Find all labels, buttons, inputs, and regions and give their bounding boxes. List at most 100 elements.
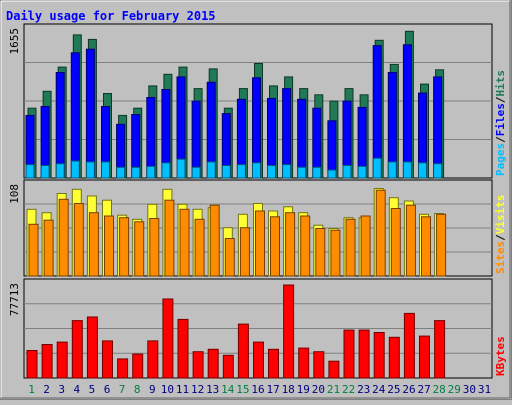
bar-files-day-3 [55, 72, 65, 179]
bar-kbytes-day-26 [403, 312, 415, 379]
panel-max-label: 108 [8, 184, 21, 204]
bar-pages-day-2 [40, 165, 50, 179]
bar-sites-day-1 [28, 223, 39, 277]
bar-pages-day-15 [236, 164, 246, 179]
x-tick-label: 19 [297, 383, 310, 396]
bar-sites-day-11 [179, 208, 190, 277]
bar-pages-day-9 [146, 165, 156, 179]
bar-files-day-12 [191, 100, 201, 179]
x-tick-label: 10 [161, 383, 174, 396]
x-tick-label: 3 [58, 383, 65, 396]
bar-kbytes-day-1 [26, 350, 38, 379]
bar-files-day-21 [327, 120, 337, 179]
bar-pages-day-7 [116, 166, 126, 179]
x-tick-label: 4 [73, 383, 80, 396]
bar-sites-day-3 [58, 198, 69, 277]
bar-sites-day-17 [270, 216, 280, 277]
bar-kbytes-day-9 [147, 340, 159, 379]
legend-entry: Pages [494, 143, 507, 176]
x-tick-label: 29 [448, 383, 461, 396]
chart-title: Daily usage for February 2015 [6, 9, 216, 23]
legend-entry: Files [494, 103, 507, 136]
bar-sites-day-27 [421, 216, 431, 277]
bar-kbytes-day-12 [192, 351, 204, 379]
bar-kbytes-day-19 [298, 347, 310, 379]
bar-sites-day-13 [209, 204, 220, 277]
bar-pages-day-16 [252, 162, 261, 179]
bar-pages-day-1 [25, 164, 35, 179]
x-tick-label: 24 [372, 383, 386, 396]
bar-pages-day-14 [221, 165, 231, 179]
bar-kbytes-day-28 [434, 320, 446, 379]
x-tick-label: 26 [402, 383, 415, 396]
bar-files-day-26 [402, 44, 412, 179]
bar-sites-day-16 [255, 210, 265, 277]
legend-entry: Sites [494, 241, 507, 274]
x-tick-label: 6 [104, 383, 111, 396]
x-tick-label: 11 [176, 383, 189, 396]
bar-pages-day-19 [297, 166, 307, 179]
bar-pages-day-6 [101, 161, 110, 179]
panels-group: 1655Pages/Files/Hits108Sites/Visits77713… [8, 23, 507, 379]
bar-pages-day-17 [267, 165, 276, 179]
bar-sites-day-7 [119, 217, 130, 277]
bar-kbytes-day-2 [41, 344, 53, 379]
bar-sites-day-10 [164, 199, 175, 277]
bar-sites-day-15 [239, 227, 250, 277]
x-tick-label: 2 [43, 383, 50, 396]
legend-entry: Hits [494, 70, 507, 97]
x-tick-label: 22 [342, 383, 355, 396]
x-tick-label: 30 [463, 383, 476, 396]
bar-sites-day-9 [149, 218, 160, 277]
x-tick-label: 17 [266, 383, 279, 396]
bar-kbytes-day-10 [162, 298, 174, 379]
x-tick-label: 25 [387, 383, 400, 396]
bar-kbytes-day-11 [177, 318, 189, 379]
bar-pages-day-3 [55, 163, 65, 179]
legend-entry: / [494, 234, 507, 241]
x-tick-label: 28 [433, 383, 446, 396]
bar-pages-day-22 [342, 165, 352, 179]
bar-files-day-4 [70, 52, 80, 179]
bar-sites-day-23 [360, 215, 371, 277]
bar-sites-day-26 [405, 204, 416, 277]
bar-sites-day-18 [285, 212, 296, 277]
bar-sites-day-25 [390, 208, 401, 277]
bar-sites-day-19 [300, 215, 311, 277]
bars-visits [26, 188, 447, 277]
bar-kbytes-day-3 [56, 341, 68, 379]
bar-sites-day-22 [345, 218, 356, 277]
legend-entry: / [494, 96, 507, 103]
bar-pages-day-23 [357, 165, 367, 179]
x-axis: 1 2 3 4 5 6 7 8 9 10 11 12 13 14 15 16 17 18 19 20 21 22 23 24 2… [28, 383, 491, 396]
x-tick-label: 15 [236, 383, 249, 396]
panel-max-label: 77713 [8, 283, 21, 316]
panel-visits: 108 Sites/Visits [8, 179, 507, 277]
bar-pages-day-21 [327, 169, 337, 179]
bar-pages-day-27 [418, 162, 427, 179]
bar-pages-day-11 [176, 158, 186, 179]
bar-kbytes-day-14 [222, 354, 234, 379]
x-tick-label: 14 [221, 383, 235, 396]
x-tick-label: 5 [89, 383, 96, 396]
bar-kbytes-day-16 [253, 341, 264, 379]
bar-sites-day-28 [436, 213, 447, 277]
bar-kbytes-day-25 [388, 336, 400, 379]
x-tick-label: 9 [149, 383, 156, 396]
bar-pages-day-25 [387, 161, 397, 179]
bar-kbytes-day-6 [102, 340, 113, 379]
bar-kbytes-day-8 [132, 353, 144, 379]
x-tick-label: 13 [206, 383, 219, 396]
legend-entry: KBytes [494, 336, 507, 376]
bar-sites-day-2 [43, 219, 54, 277]
bar-pages-day-28 [433, 163, 443, 179]
bar-kbytes-day-13 [207, 348, 219, 379]
x-tick-label: 7 [119, 383, 126, 396]
bar-pages-day-12 [191, 166, 201, 179]
bar-kbytes-day-20 [313, 351, 325, 379]
bar-kbytes-day-15 [237, 323, 249, 379]
panel-legend: Sites/Visits [494, 195, 507, 275]
bar-pages-day-5 [85, 161, 95, 179]
